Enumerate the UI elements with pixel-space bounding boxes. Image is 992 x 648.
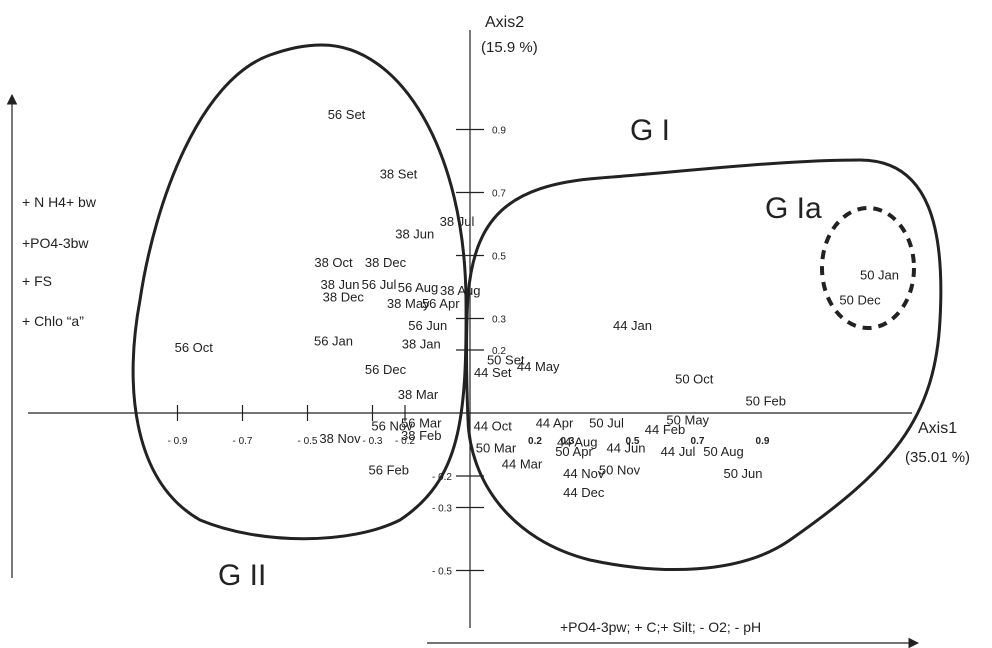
data-point-label: 56 Nov: [371, 419, 413, 434]
x-tick-label: 0.9: [756, 436, 770, 447]
data-point-label: 56 Jan: [314, 334, 353, 349]
data-point-label: 38 Aug: [440, 283, 481, 298]
x-tick-label: - 0.2: [395, 436, 415, 447]
group-label-g2: G II: [218, 559, 266, 592]
data-point-label: 38 Oct: [314, 255, 353, 270]
data-point-label: 38 Mar: [398, 387, 439, 402]
data-point-label: 38 Jan: [402, 337, 441, 352]
axis2-variable-fs: + FS: [22, 273, 52, 289]
y-tick-label: - 0.2: [432, 472, 452, 483]
data-point-label: 56 Oct: [175, 340, 214, 355]
data-point-label: 38 Set: [380, 167, 418, 182]
group-envelope-g2: [131, 43, 468, 541]
data-point-label: 44 Dec: [563, 485, 605, 500]
axis2-variable-nh4: + N H4+ bw: [22, 194, 97, 210]
data-point-label: 50 Dec: [839, 293, 881, 308]
data-point-label: 50 Set: [487, 352, 525, 367]
data-point-label: 38 Feb: [401, 428, 441, 443]
y-tick-label: 0.2: [492, 346, 506, 357]
data-point-label: 56 Dec: [365, 362, 407, 377]
x-tick-label: 0.7: [691, 436, 705, 447]
data-point-label: 44 Jul: [661, 444, 696, 459]
data-point-label: 56 Jun: [408, 318, 447, 333]
x-tick-label: - 0.7: [232, 436, 252, 447]
group-envelope-g1a: [820, 206, 916, 330]
axis1-variables: +PO4-3pw; + C;+ Silt; - O2; - pH: [560, 619, 761, 635]
axis2-variable-po4: +PO4-3bw: [22, 235, 89, 251]
data-point-label: 44 Set: [474, 365, 512, 380]
axis2-variance: (15.9 %): [481, 39, 538, 56]
y-tick-label: 0.9: [492, 126, 506, 137]
data-point-label: 44 Feb: [645, 422, 685, 437]
y-tick-label: 0.7: [492, 189, 506, 200]
data-point-label: 56 Mar: [401, 415, 442, 430]
data-point-label: 56 Apr: [422, 296, 460, 311]
data-point-label: 38 Jun: [320, 277, 359, 292]
data-point-label: 38 Jul: [440, 214, 475, 229]
data-point-label: 44 Mar: [502, 456, 543, 471]
data-point-label: 56 Jul: [362, 277, 397, 292]
data-point-label: 56 Set: [328, 107, 366, 122]
axis1-variance: (35.01 %): [905, 449, 970, 466]
tick-layer: - 0.9 - 0.7 - 0.5 - 0.3 - 0.2 0.2 0.3 0.5 0.7 0.9…: [167, 126, 769, 578]
axis2-title: Axis2: [485, 14, 524, 31]
data-point-label: 38 Dec: [365, 255, 407, 270]
data-point-label: 44 Apr: [536, 415, 574, 430]
data-point-label: 44 Aug: [557, 434, 598, 449]
data-point-label: 50 Oct: [675, 371, 714, 386]
x-tick-label: 0.3: [561, 436, 575, 447]
data-point-label: 38 Dec: [323, 289, 365, 304]
x-tick-label: 0.5: [626, 436, 640, 447]
data-point-label: 44 Oct: [474, 419, 513, 434]
y-tick-label: 0.3: [492, 315, 506, 326]
data-point-label: 50 Feb: [746, 393, 786, 408]
data-point-label: 38 May: [387, 296, 430, 311]
y-tick-label: - 0.3: [432, 504, 452, 515]
data-point-label: 50 Jun: [723, 466, 762, 481]
data-point-label: 38 Nov: [319, 431, 361, 446]
x-tick-label: 0.2: [528, 436, 542, 447]
data-point-label: 44 May: [517, 359, 560, 374]
group-label-g1a: G Ia: [765, 192, 822, 225]
data-point-label: 44 Nov: [563, 466, 605, 481]
data-point-label: 38 Jun: [395, 226, 434, 241]
data-point-label: 56 Feb: [369, 463, 409, 478]
data-point-label: 50 Apr: [555, 444, 593, 459]
data-point-label: 50 Aug: [703, 444, 744, 459]
data-point-label: 50 Jul: [589, 415, 624, 430]
axis2-variable-chlo: + Chlo “a”: [22, 313, 84, 329]
data-point-label: 50 Nov: [599, 463, 641, 478]
data-point-label: 44 Jun: [606, 441, 645, 456]
x-tick-label: - 0.3: [362, 436, 382, 447]
x-tick-label: - 0.5: [297, 436, 317, 447]
y-tick-label: - 0.5: [432, 567, 452, 578]
data-point-label: 50 Mar: [476, 441, 517, 456]
data-point-label: 44 Jan: [613, 318, 652, 333]
x-tick-label: - 0.9: [167, 436, 187, 447]
axis1-title: Axis1: [918, 420, 957, 437]
group-envelope-g1: [465, 158, 943, 572]
data-point-label: 56 Aug: [398, 280, 439, 295]
group-label-g1: G I: [630, 114, 670, 147]
data-point-label: 50 May: [666, 412, 709, 427]
y-tick-label: 0.5: [492, 252, 506, 263]
data-point-label: 50 Jan: [860, 267, 899, 282]
